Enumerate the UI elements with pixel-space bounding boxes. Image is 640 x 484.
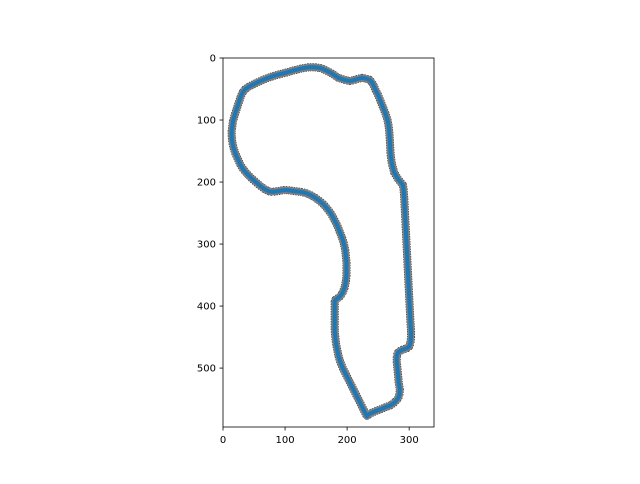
y-tick-label: 300 xyxy=(197,240,216,251)
y-tick-label: 100 xyxy=(197,116,216,127)
y-tick-label: 0 xyxy=(210,54,216,65)
x-tick-label: 200 xyxy=(338,435,357,446)
x-axis: 0 100 200 300 xyxy=(220,427,419,446)
y-tick-label: 500 xyxy=(197,364,216,375)
axes-frame xyxy=(222,57,435,428)
x-tick-label: 0 xyxy=(220,435,226,446)
x-tick-label: 300 xyxy=(400,435,419,446)
track-line xyxy=(229,65,414,419)
y-axis: 0 100 200 300 400 500 xyxy=(197,54,223,375)
track-line-group xyxy=(229,65,414,419)
y-tick-label: 200 xyxy=(197,178,216,189)
x-tick-label: 100 xyxy=(276,435,295,446)
y-tick-label: 400 xyxy=(197,302,216,313)
